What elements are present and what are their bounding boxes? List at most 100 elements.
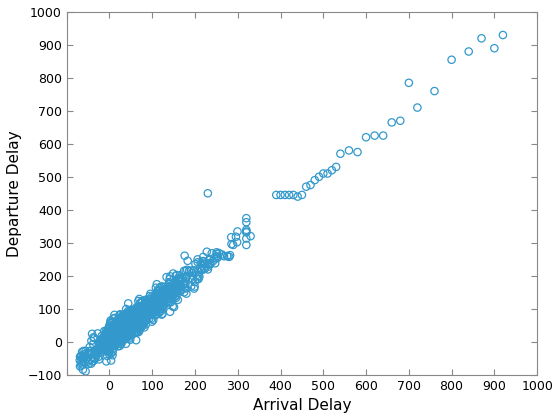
Point [289,192,298,198]
Point [115,312,124,319]
Point [137,307,146,314]
Point [144,310,153,317]
Point [109,343,118,349]
Point [117,324,126,331]
X-axis label: Arrival Delay: Arrival Delay [253,398,351,413]
Point [151,312,160,318]
Point [149,317,158,323]
Point [110,332,119,339]
Point [118,320,127,327]
Point [113,339,122,346]
Point [146,309,155,316]
Point [171,284,180,290]
Point [137,320,146,326]
Y-axis label: Departure Delay: Departure Delay [7,130,22,257]
Point [196,260,205,266]
Point [165,294,174,301]
Point [116,322,125,328]
Point [315,173,324,180]
Point [121,321,130,328]
Point [138,322,147,329]
Point [122,323,130,329]
Point [148,309,157,316]
Point [164,289,172,296]
Point [150,310,158,316]
Point [103,337,112,344]
Point [188,276,197,282]
Point [169,293,178,300]
Point [121,318,130,325]
Point [109,330,118,337]
Point [133,315,142,321]
Point [135,312,144,319]
Point [145,293,154,299]
Point [102,335,111,341]
Point [156,308,165,315]
Point [212,253,221,260]
Point [136,320,145,327]
Point [131,315,140,321]
Point [148,303,157,310]
Point [186,267,195,274]
Point [138,309,147,316]
Point [112,318,121,324]
Point [163,296,172,302]
Point [87,338,96,344]
Point [95,339,104,346]
Point [113,336,122,342]
Point [146,302,155,309]
Point [104,333,113,340]
Point [124,309,133,315]
Point [142,317,151,323]
Point [111,327,120,334]
Point [138,320,147,327]
Point [141,310,150,316]
Point [123,322,132,329]
Point [114,339,123,345]
Point [158,304,167,311]
Point [103,348,112,354]
Point [134,313,143,320]
Point [101,346,110,353]
Point [105,333,114,339]
Point [101,328,110,334]
Point [100,328,109,334]
Point [125,331,134,338]
Point [132,318,141,325]
Point [109,341,118,348]
Point [110,315,119,321]
Point [108,333,117,340]
Point [108,352,117,359]
Point [166,299,175,306]
Point [150,300,158,307]
Point [81,347,90,354]
Point [344,147,353,154]
Point [109,328,118,334]
Point [127,307,136,314]
Point [404,79,413,86]
Point [171,282,180,289]
Point [132,318,141,325]
Point [242,235,251,242]
Point [142,312,151,319]
Point [158,302,167,309]
Point [396,118,405,124]
Point [95,347,104,354]
Point [108,336,116,342]
Point [156,298,165,305]
Point [228,241,237,248]
Point [447,56,456,63]
Point [199,260,208,267]
Point [128,323,137,330]
Point [133,308,142,315]
Point [142,311,151,318]
Point [157,299,166,305]
Point [120,311,129,318]
Point [110,312,119,318]
Point [197,265,206,272]
Point [242,215,251,221]
Point [133,306,142,313]
Point [147,305,156,312]
Point [152,304,161,311]
Point [242,228,251,235]
